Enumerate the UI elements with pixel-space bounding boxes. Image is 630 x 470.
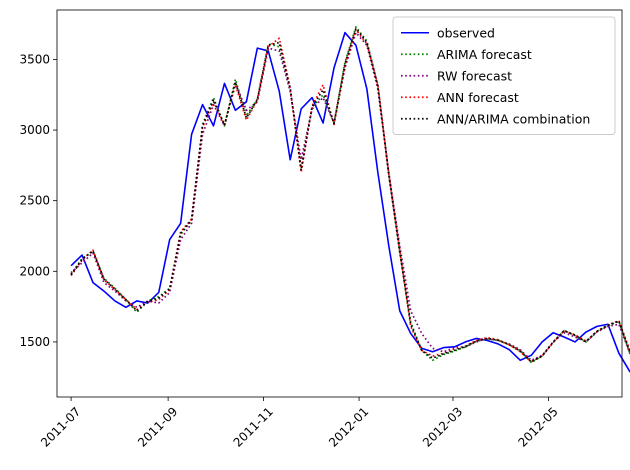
legend-label-1: ARIMA forecast (437, 47, 532, 62)
y-tick-label-4: 3500 (19, 52, 50, 66)
legend: observed ARIMA forecast RW forecast ANN for… (392, 16, 616, 135)
series-layer (70, 26, 630, 373)
legend-label-3: ANN forecast (437, 90, 519, 105)
y-tick-label-3: 3000 (19, 123, 50, 137)
series-line-4 (70, 27, 630, 363)
legend-label-2: RW forecast (437, 68, 512, 83)
y-tick-label-1: 2000 (19, 264, 50, 278)
legend-label-0: observed (437, 25, 495, 40)
y-axis: 1500 2000 2500 3000 3500 (19, 52, 57, 349)
series-line-1 (70, 26, 630, 364)
legend-frame (392, 16, 616, 135)
series-line-0 (70, 31, 630, 373)
legend-label-4: ANN/ARIMA combination (437, 111, 590, 126)
y-tick-label-0: 1500 (19, 335, 50, 349)
y-tick-label-2: 2500 (19, 194, 50, 208)
plot-frame (56, 9, 623, 398)
